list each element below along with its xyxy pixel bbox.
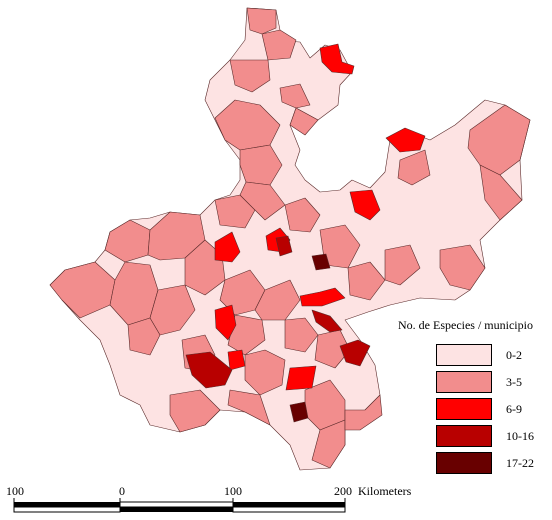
scale-bar: 100 0 100 200 Kilometers	[0, 484, 552, 520]
municipality	[227, 349, 246, 371]
municipality	[397, 149, 431, 186]
municipality	[339, 339, 371, 367]
municipality	[347, 261, 386, 301]
legend-title: No. de Especies / municipio	[398, 318, 533, 332]
municipality	[229, 59, 271, 93]
scale-label: 200	[334, 484, 352, 498]
municipality	[284, 317, 319, 353]
legend-item: 3-5	[436, 371, 546, 397]
legend-label: 17-22	[506, 456, 534, 470]
legend-swatch	[436, 344, 492, 366]
legend-label: 0-2	[506, 348, 522, 362]
municipality	[385, 127, 426, 153]
legend-label: 6-9	[506, 402, 522, 416]
municipality	[185, 351, 233, 389]
municipality	[275, 235, 293, 257]
municipality	[227, 389, 271, 426]
municipality	[479, 164, 523, 221]
municipality	[289, 401, 309, 423]
legend-swatch	[436, 452, 492, 474]
legend-label: 3-5	[506, 375, 522, 389]
municipality	[311, 253, 331, 271]
municipality	[214, 99, 281, 151]
municipality	[311, 309, 343, 333]
legend-item: 10-16	[436, 425, 546, 451]
municipality	[261, 29, 297, 61]
scale-bar-graphic	[13, 498, 346, 513]
municipality	[279, 83, 311, 109]
municipality	[319, 43, 355, 75]
municipality	[384, 244, 421, 286]
scale-label: 0	[119, 484, 125, 498]
municipality	[299, 287, 346, 307]
municipality	[285, 365, 317, 391]
legend-item: 6-9	[436, 398, 546, 424]
municipality	[284, 197, 321, 233]
municipality	[169, 389, 221, 433]
municipality	[239, 181, 286, 221]
municipality	[214, 194, 256, 229]
state-outline	[49, 7, 531, 471]
municipality	[227, 314, 266, 356]
scale-label: 100	[6, 484, 24, 498]
legend-swatch	[436, 425, 492, 447]
legend-swatch	[436, 371, 492, 393]
municipality	[244, 349, 286, 396]
municipality	[467, 104, 531, 176]
municipality	[311, 419, 346, 469]
municipality	[127, 317, 161, 356]
municipality	[344, 394, 383, 431]
legend: No. de Especies / municipio 0-2 3-5 6-9 …	[392, 318, 552, 474]
legend-item: 17-22	[436, 452, 546, 478]
municipality	[214, 231, 241, 263]
municipality	[439, 244, 486, 291]
legend-label: 10-16	[506, 429, 534, 443]
scale-units: Kilometers	[358, 484, 412, 498]
scale-label: 100	[224, 484, 242, 498]
municipality	[246, 7, 277, 35]
legend-item: 0-2	[436, 344, 546, 370]
municipality	[214, 304, 237, 341]
municipality	[289, 107, 319, 136]
legend-swatch	[436, 398, 492, 420]
municipality	[349, 189, 381, 221]
